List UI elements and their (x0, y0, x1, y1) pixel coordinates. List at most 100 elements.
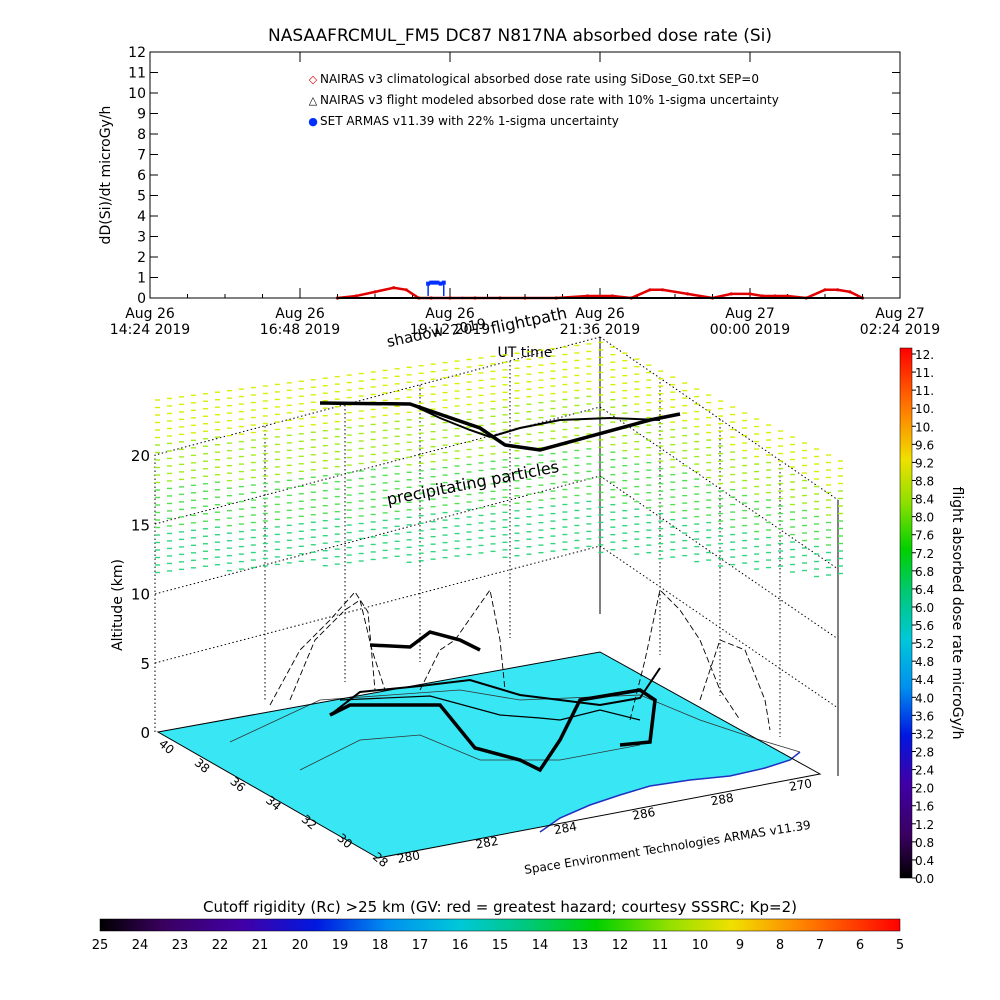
bottom-colorbar-tick-label: 24 (132, 938, 149, 953)
series-point (660, 288, 665, 292)
right-colorbar-tick-label: 0.0 (915, 872, 934, 886)
right-colorbar-tick-label: 10. (915, 402, 934, 416)
right-colorbar-tick-label: 7.2 (915, 547, 934, 561)
series-point (835, 288, 840, 292)
right-colorbar-tick-label: 5.6 (915, 619, 934, 633)
y-tick-label: 11 (128, 66, 146, 82)
bottom-colorbar-tick-label: 19 (332, 938, 349, 953)
series-point (435, 280, 440, 285)
series-point (354, 294, 358, 298)
series-point (392, 286, 396, 290)
x-tick-label-date: Aug 26 (575, 306, 625, 322)
series-point (432, 280, 437, 285)
longitude-tick-label: 270 (788, 776, 813, 794)
right-colorbar-ticks: 12. 11. 11. 10. 10. 9.6 9.2 8.8 8.4 8.0 7.6 7.2 6.8 6… (912, 348, 934, 886)
series-point (586, 296, 589, 300)
flight-paths (319, 401, 681, 773)
y-tick-label: 1 (137, 271, 146, 287)
particle-field (155, 341, 843, 578)
right-colorbar-label: flight absorbed dose rate microGy/h (949, 487, 965, 740)
longitude-tick-label: 282 (474, 834, 499, 852)
right-colorbar-tick-label: 4.8 (915, 655, 934, 669)
series-point (760, 294, 765, 298)
series-point (404, 288, 408, 292)
bottom-colorbar-gradient (99, 918, 901, 932)
bottom-colorbar-tick-label: 10 (692, 938, 709, 953)
chart-title: NASAAFRCMUL_FM5 DC87 N817NA absorbed dos… (268, 26, 772, 46)
altitude-tick-label: 0 (140, 724, 150, 742)
y-tick-label: 5 (137, 189, 146, 205)
bottom-colorbar-tick-label: 20 (292, 938, 309, 953)
legend-label: SET ARMAS v11.39 with 22% 1-sigma uncert… (320, 114, 619, 128)
dose-rate-panel: NASAAFRCMUL_FM5 DC87 N817NA absorbed dos… (98, 26, 940, 361)
bottom-colorbar: Cutoff rigidity (Rc) >25 km (GV: red = g… (92, 898, 904, 953)
longitude-tick-label: 284 (553, 819, 578, 837)
bottom-colorbar-tick-label: 15 (492, 938, 509, 953)
right-colorbar-tick-label: 0.8 (915, 836, 934, 850)
legend-label: NAIRAS v3 flight modeled absorbed dose r… (320, 93, 779, 107)
flightpath-main-2 (329, 667, 661, 716)
bottom-colorbar-tick-label: 6 (856, 938, 864, 953)
y-tick-label: 8 (137, 127, 146, 143)
bottom-colorbar-tick-label: 5 (896, 938, 904, 953)
right-colorbar-tick-label: 1.2 (915, 818, 934, 832)
right-colorbar-tick-label: 2.0 (915, 782, 934, 796)
y-tick-label: 10 (128, 86, 146, 102)
right-colorbar-tick-label: 2.4 (915, 764, 934, 778)
bottom-colorbar-tick-label: 13 (572, 938, 589, 953)
altitude-tick-label: 5 (140, 655, 150, 673)
series-point (848, 290, 852, 294)
right-colorbar-tick-label: 11. (915, 384, 934, 398)
altitude-profiles (269, 588, 771, 731)
x-tick-label-time: 00:00 2019 (710, 322, 790, 338)
series-point (461, 296, 464, 300)
bottom-colorbar-tick-label: 21 (252, 938, 269, 953)
series-point (773, 294, 777, 298)
altitude-tick-label: 15 (131, 516, 150, 534)
series-point (823, 288, 827, 292)
x-axis-label: UT time (498, 345, 553, 361)
flightpath-main (329, 688, 657, 773)
floor-outline (156, 651, 822, 859)
series-point (711, 296, 714, 300)
x-tick-label-date: Aug 26 (425, 306, 475, 322)
right-colorbar-tick-label: 8.4 (915, 493, 934, 507)
right-colorbar-tick-label: 9.6 (915, 438, 934, 452)
series-point (648, 288, 652, 292)
x-tick-label-time: 21:36 2019 (560, 322, 640, 338)
x-tick-label-time: 16:48 2019 (260, 322, 340, 338)
right-colorbar-tick-label: 3.2 (915, 727, 934, 741)
right-colorbar-tick-label: 8.8 (915, 474, 934, 488)
right-colorbar-tick-label: 12. (915, 348, 934, 362)
legend-label: NAIRAS v3 climatological absorbed dose r… (320, 72, 759, 86)
right-colorbar-tick-label: 6.4 (915, 583, 934, 597)
bottom-colorbar-tick-label: 25 (92, 938, 109, 953)
right-colorbar-tick-label: 9.2 (915, 456, 934, 470)
altitude-tick-label: 10 (131, 586, 150, 604)
series-point (610, 294, 615, 298)
x-tick-label-time: 02:24 2019 (860, 322, 940, 338)
flightpath-upper (369, 630, 481, 652)
bottom-colorbar-ticks: 25 24 23 22 21 20 19 18 17 16 15 14 13 12 11 10 9 8 7 6 5 (92, 938, 904, 953)
y-tick-label: 6 (137, 168, 146, 184)
x-tick-label-time: 19:12 2019 (410, 322, 490, 338)
plot-frame (149, 51, 901, 299)
y-tick-label: 7 (137, 148, 146, 164)
annotation-year: 2019 (450, 316, 488, 339)
legend-marker: ● (308, 115, 318, 128)
flightpath-shadow-top-2 (409, 403, 661, 439)
right-colorbar-gradient (899, 347, 913, 879)
right-colorbar-tick-label: 10. (915, 420, 934, 434)
altitude-tick-label: 20 (131, 447, 150, 465)
right-colorbar-tick-label: 1.6 (915, 800, 934, 814)
series-point (373, 290, 377, 294)
longitude-axis-ticks: 280 282 284 286 288 270 (396, 776, 813, 866)
x-tick-label-time: 14:24 2019 (110, 322, 190, 338)
ocean-surface (158, 652, 820, 858)
bottom-colorbar-tick-label: 14 (532, 938, 549, 953)
y-tick-label: 2 (137, 250, 146, 266)
y-axis-label: dD(Si)/dt microGy/h (98, 106, 114, 245)
